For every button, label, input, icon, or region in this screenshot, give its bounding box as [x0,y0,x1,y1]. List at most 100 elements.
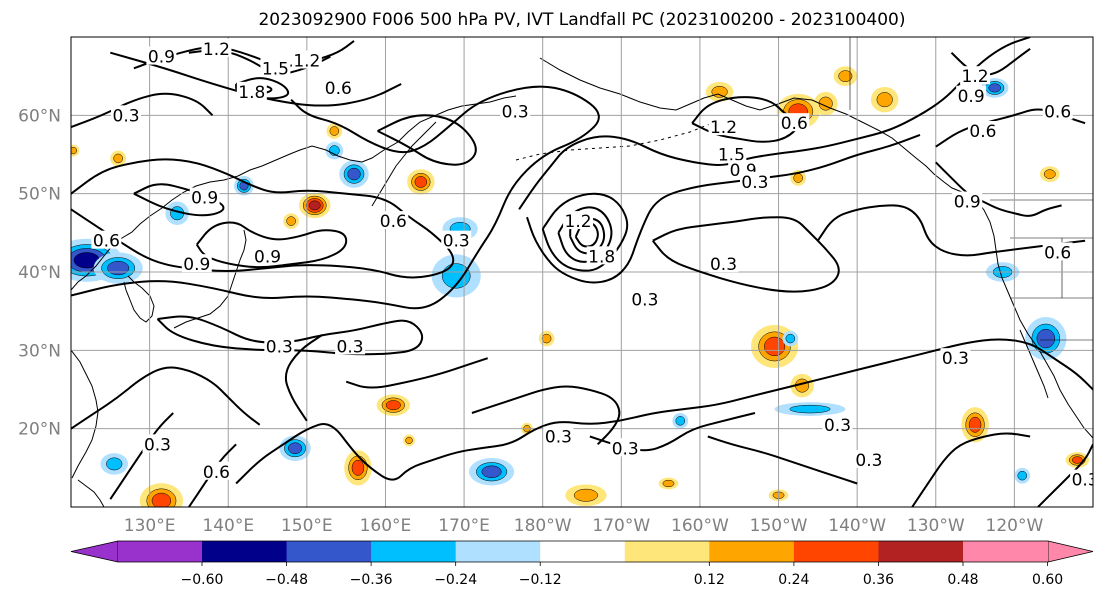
pv-contour-line [71,92,214,129]
ivt-pc-shade [481,465,502,478]
pv-contour-label: 0.6 [1044,243,1071,263]
ivt-pc-shade [308,200,321,211]
colorbar-tick-label: 0.60 [1032,572,1063,588]
pv-contour-label: 0.3 [545,428,572,448]
pv-contour-label: 0.3 [266,337,293,357]
pv-contour-label: 1.2 [203,40,230,60]
colorbar-segment [709,541,795,562]
pv-contour-line [284,333,324,422]
pv-contour-label: 0.3 [113,106,140,126]
ivt-pc-shade [1071,456,1083,464]
colorbar: −0.60 −0.48 −0.36 −0.24 −0.12 0.12 0.24 0.36 0.4… [70,540,1094,588]
pv-contour-label: 1.2 [565,212,592,232]
colorbar-tick-label: −0.12 [519,572,562,588]
pv-contour-label: 0.6 [781,114,808,134]
pv-contour-label: 0.9 [254,247,281,267]
ivt-pc-shade [405,436,413,445]
ivt-pc-shade [351,459,365,476]
pv-contour-label-bg [146,46,177,65]
pv-contour-label-bg [779,113,810,132]
pv-contour-label-bg [291,50,322,69]
pv-contour-label-layer: 0.9 1.21.51.81.20.60.30.90.60.9 0.90.60.31… [91,38,1099,491]
colorbar-segment [118,541,202,562]
coastline-alaska [539,57,977,201]
pv-contour-label-bg [960,66,991,85]
ivt-pc-shade [662,479,675,488]
pv-contour-line [526,133,921,284]
ivt-pc-shade [675,416,686,426]
ivt-pc-shade [286,216,296,226]
pv-contour-label: 1.2 [710,118,737,138]
colorbar-tick-label: −0.24 [434,572,477,588]
pv-contour-label-bg [260,58,291,77]
ivt-pc-shade [711,85,728,98]
lon-tick-label: 130°E [124,516,176,536]
pv-contour-label: 0.3 [710,255,737,275]
pv-contour-label: 0.3 [1072,471,1099,491]
coastline-na-west [975,199,1093,439]
colorbar-segment [624,541,710,562]
ivt-pc-shade [151,492,172,507]
pv-contour-label: 1.2 [293,52,320,72]
lat-tick-label: 60°N [18,106,61,126]
ivt-pc-shade [1017,470,1027,481]
pv-contour-label: 0.6 [325,79,352,99]
ivt-pc-shade [789,404,831,414]
lon-tick-label: 180°W [514,516,572,536]
pv-contour-label-bg [335,336,366,355]
pv-contour-label-bg [201,38,232,57]
lon-tick-label: 120°W [986,516,1044,536]
lat-tick-label: 30°N [18,341,61,361]
pv-contour-label-bg [708,117,739,136]
pv-contour-line [652,216,840,293]
pv-contour-label-bg [91,230,122,249]
pv-contour-label: 0.3 [824,416,851,436]
pv-contour-label-bg [629,289,660,308]
colorbar-tick-label: −0.60 [181,572,224,588]
ivt-pc-shade [385,400,401,411]
pv-contour-line [816,204,1086,257]
lat-tick-label: 20°N [18,420,61,440]
pv-contour-label-bg [610,438,641,457]
gridlines [71,37,1093,507]
colorbar-tick-label: −0.48 [265,572,308,588]
pv-contour-label: 0.6 [93,232,120,252]
lon-tick-label: 160°E [360,516,412,536]
pv-contour-label: 0.9 [958,87,985,107]
pv-contour-label: 0.3 [612,439,639,459]
pv-contour-label: 0.3 [443,232,470,252]
lon-tick-label: 160°W [671,516,729,536]
pv-contour-label: 0.9 [954,193,981,213]
pv-contour-line [471,385,621,446]
pv-contour-label-bg [378,211,409,230]
coastline-kamchatka [371,121,437,207]
pv-contour-label-bg [1042,242,1073,261]
lon-tick-label: 140°W [828,516,886,536]
pv-contour-label-bg [739,171,770,190]
pv-contour-line [518,37,1031,210]
lat-tick-label: 40°N [18,263,61,283]
colorbar-tick-label: 0.24 [778,572,809,588]
ivt-pc-shade [876,92,893,108]
ivt-pc-shade [441,263,471,289]
pv-contour-label-bg [181,254,212,273]
ivt-pc-shade [107,261,130,276]
colorbar-segment [202,541,288,562]
pv-contour-label-bg [252,246,283,265]
pv-contour-label-bg [952,191,983,210]
ivt-pc-shade [573,488,598,502]
pv-contour-label-bg [142,434,173,453]
colorbar-segment [371,541,457,562]
pv-contour-line [377,114,477,166]
pv-contour-label: 0.6 [1044,102,1071,122]
colorbar-segment [878,541,964,562]
ivt-pc-shade [347,167,361,181]
colorbar-segment [793,541,879,562]
colorbar-tick-label: 0.12 [694,572,725,588]
ivt-pc-shade [968,416,982,433]
ivt-pc-shade [71,146,77,155]
latitude-tick-labels: 60°N 50°N 40°N 30°N 20°N [18,106,61,439]
colorbar-extend-low [70,540,119,563]
pv-contour-label-bg [956,85,987,104]
